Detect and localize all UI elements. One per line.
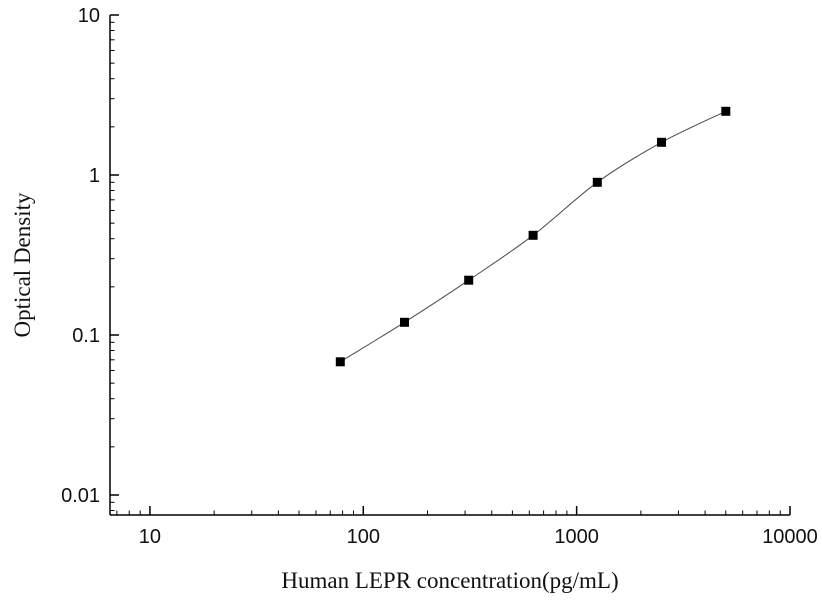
y-tick-label: 0.1: [72, 325, 100, 347]
x-axis-label: Human LEPR concentration(pg/mL): [281, 568, 618, 593]
y-axis-label: Optical Density: [10, 192, 35, 337]
y-tick-label: 0.01: [61, 485, 100, 507]
data-point-marker: [335, 357, 345, 367]
data-point-marker: [464, 275, 474, 285]
x-tick-label: 10000: [762, 526, 818, 548]
y-tick-label: 10: [78, 5, 100, 27]
x-tick-label: 10: [139, 526, 161, 548]
data-point-marker: [528, 230, 538, 240]
y-tick-label: 1: [89, 165, 100, 187]
data-point-marker: [721, 106, 731, 116]
x-tick-label: 100: [347, 526, 380, 548]
x-tick-label: 1000: [554, 526, 599, 548]
data-point-marker: [592, 177, 602, 187]
data-point-marker: [657, 137, 666, 147]
chart-generated-layer: 10 100 1000 10000 0.01 0.1 1 10: [61, 5, 818, 548]
data-point-marker: [400, 317, 409, 327]
